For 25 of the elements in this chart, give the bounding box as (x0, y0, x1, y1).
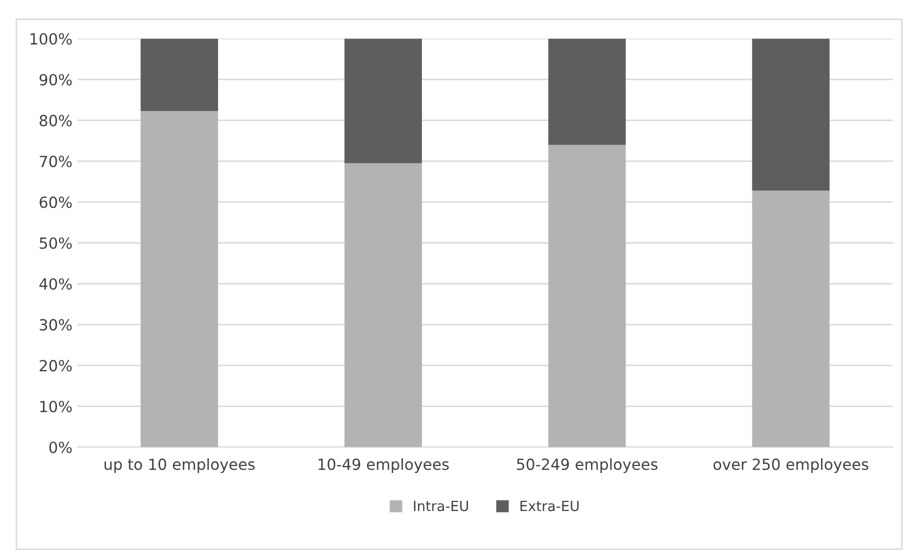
x-tick-label: over 250 employees (714, 458, 868, 474)
y-tick-label: 90% (40, 74, 72, 86)
bar (548, 144, 626, 448)
y-tick-label: 80% (40, 114, 72, 126)
y-tick-label: 10% (40, 400, 72, 412)
bar (140, 38, 218, 111)
y-tick-label: 40% (39, 278, 72, 290)
legend-label: Intra-EU (414, 500, 468, 512)
x-tick-label: 50-249 employees (517, 458, 658, 474)
y-tick-label: 50% (40, 237, 72, 249)
y-tick-label: 0% (49, 442, 72, 454)
x-tick-label: up to 10 employees (104, 458, 255, 474)
bar (344, 38, 422, 164)
y-tick-label: 60% (40, 196, 72, 208)
legend-label: Extra-EU (520, 500, 579, 512)
y-tick-label: 20% (40, 360, 72, 372)
x-tick-label: 10-49 employees (318, 458, 449, 474)
bar (140, 110, 218, 448)
bar (548, 38, 626, 145)
bar (344, 163, 422, 448)
y-tick-label: 30% (40, 319, 72, 331)
bar (752, 38, 830, 191)
bar (752, 190, 830, 448)
y-tick-label: 70% (40, 156, 72, 168)
y-tick-label: 100% (30, 33, 72, 45)
